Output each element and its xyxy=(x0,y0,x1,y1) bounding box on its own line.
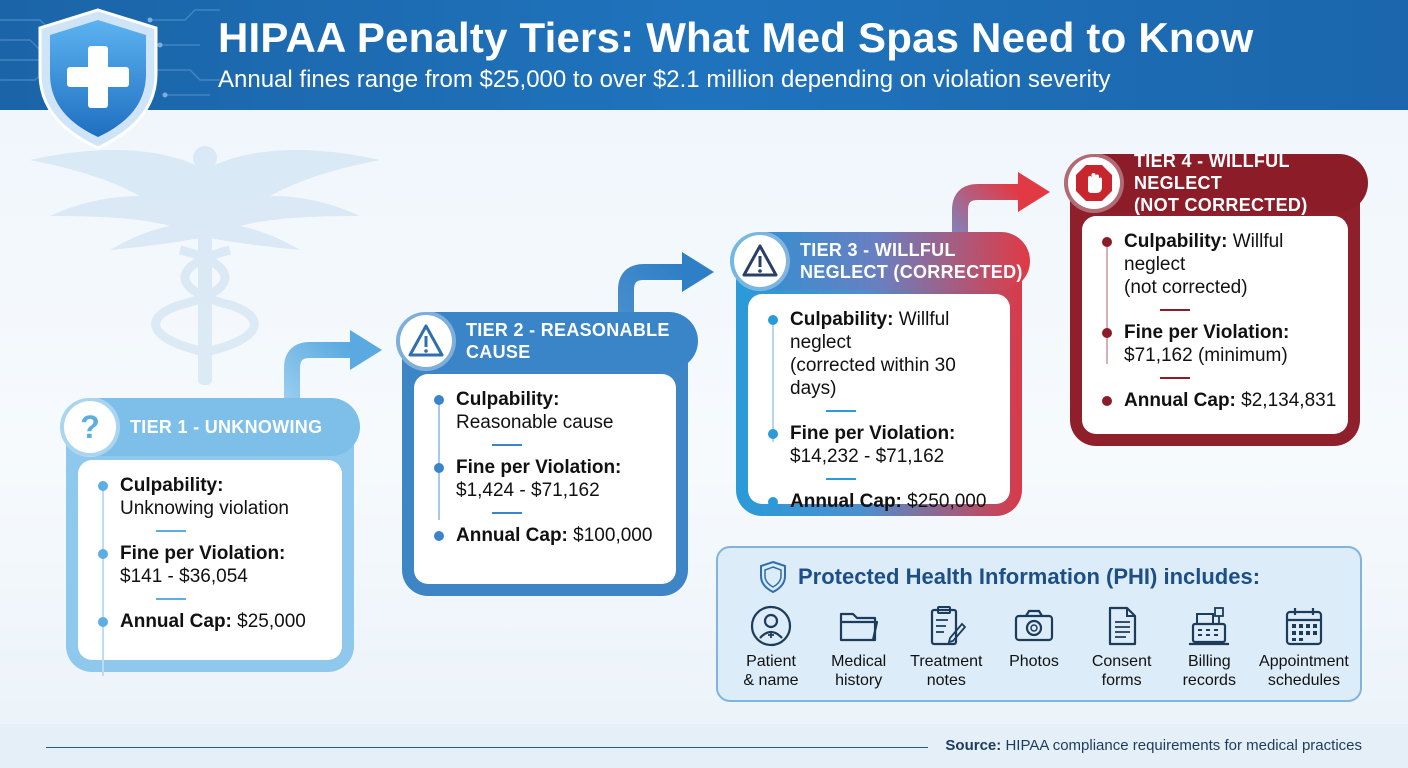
tier-1-fine: Fine per Violation: $141 - $36,054 xyxy=(98,542,332,588)
tier-1-cap: Annual Cap: $25,000 xyxy=(98,610,332,633)
page-title: HIPAA Penalty Tiers: What Med Spas Need … xyxy=(218,14,1254,61)
phi-title: Protected Health Information (PHI) inclu… xyxy=(798,564,1261,589)
shield-outline-icon xyxy=(760,560,786,594)
source-note: Source: HIPAA compliance requirements fo… xyxy=(945,737,1362,754)
caduceus-watermark-icon xyxy=(30,146,380,385)
tier-3-culpability: Culpability: Willful neglect (corrected … xyxy=(768,308,1000,400)
phi-item-photos: Photos xyxy=(991,604,1077,690)
phi-panel: Protected Health Information (PHI) inclu… xyxy=(716,546,1362,702)
phi-item-patient: Patient & name xyxy=(728,604,814,690)
tier-4-label: TIER 4 - WILLFUL NEGLECT (NOT CORRECTED) xyxy=(1134,151,1308,215)
tier-1-card: ? TIER 1 - UNKNOWING Culpability: Unknow… xyxy=(60,398,360,676)
arrow-tier2-to-tier3 xyxy=(618,264,684,326)
tier-1-label: TIER 1 - UNKNOWING xyxy=(130,417,323,437)
footer-band xyxy=(0,724,1408,768)
folder-icon xyxy=(839,612,878,642)
tier-1-header: ? TIER 1 - UNKNOWING xyxy=(60,398,360,456)
stop-hand-icon xyxy=(1068,157,1120,209)
phi-item-medical-history: Medical history xyxy=(816,604,902,690)
tier-4-header: TIER 4 - WILLFUL NEGLECT (NOT CORRECTED) xyxy=(1064,151,1368,215)
tier-3-card: TIER 3 - WILLFUL NEGLECT (CORRECTED) Cul… xyxy=(730,232,1030,516)
medical-shield-icon xyxy=(38,8,158,150)
warning-icon xyxy=(400,315,452,367)
phi-item-billing-records: Billing records xyxy=(1166,604,1252,690)
header-banner: HIPAA Penalty Tiers: What Med Spas Need … xyxy=(0,0,1408,110)
tier-1-body: Culpability: Unknowing violation Fine pe… xyxy=(78,460,342,676)
page-subtitle: Annual fines range from $25,000 to over … xyxy=(218,66,1111,93)
tier-2-culpability: Culpability: Reasonable cause xyxy=(434,388,666,434)
tier-4-fine: Fine per Violation: $71,162 (minimum) xyxy=(1102,321,1338,367)
tier-3-label: TIER 3 - WILLFUL NEGLECT (CORRECTED) xyxy=(800,240,1023,282)
tier-2-body: Culpability: Reasonable cause Fine per V… xyxy=(414,374,676,584)
camera-icon xyxy=(1014,609,1054,642)
calendar-icon xyxy=(1285,608,1323,646)
tier-3-fine: Fine per Violation: $14,232 - $71,162 xyxy=(768,422,1000,468)
svg-text:?: ? xyxy=(80,409,100,445)
patient-icon xyxy=(750,605,792,647)
phi-item-treatment-notes: Treatment notes xyxy=(903,604,989,690)
question-icon: ? xyxy=(64,401,116,453)
tier-3-cap: Annual Cap: $250,000 xyxy=(768,490,1000,513)
tier-2-header: TIER 2 - REASONABLE CAUSE xyxy=(396,312,698,370)
tier-4-culpability: Culpability: Willful neglect (not correc… xyxy=(1102,230,1338,299)
tier-3-header: TIER 3 - WILLFUL NEGLECT (CORRECTED) xyxy=(730,232,1030,290)
tier-4-cap: Annual Cap: $2,134,831 xyxy=(1102,389,1338,412)
tier-2-cap: Annual Cap: $100,000 xyxy=(434,524,666,547)
phi-item-consent-forms: Consent forms xyxy=(1079,604,1165,690)
clipboard-icon xyxy=(931,606,967,646)
warning-icon xyxy=(734,235,786,287)
tier-2-fine: Fine per Violation: $1,424 - $71,162 xyxy=(434,456,666,502)
footer-divider xyxy=(46,747,928,748)
arrow-tier1-to-tier2 xyxy=(284,342,352,412)
arrow-tier3-to-tier4 xyxy=(952,184,1020,246)
tier-1-culpability: Culpability: Unknowing violation xyxy=(98,474,332,520)
phi-item-appointment-schedules: Appointment schedules xyxy=(1254,604,1354,690)
tier-3-body: Culpability: Willful neglect (corrected … xyxy=(748,294,1010,512)
tier-2-card: TIER 2 - REASONABLE CAUSE Culpability: R… xyxy=(396,312,698,596)
document-icon xyxy=(1108,606,1136,646)
tier-2-label: TIER 2 - REASONABLE CAUSE xyxy=(466,320,670,362)
tier-4-card: TIER 4 - WILLFUL NEGLECT (NOT CORRECTED)… xyxy=(1064,151,1368,446)
cash-register-icon xyxy=(1189,607,1230,646)
tier-4-body: Culpability: Willful neglect (not correc… xyxy=(1082,216,1348,434)
